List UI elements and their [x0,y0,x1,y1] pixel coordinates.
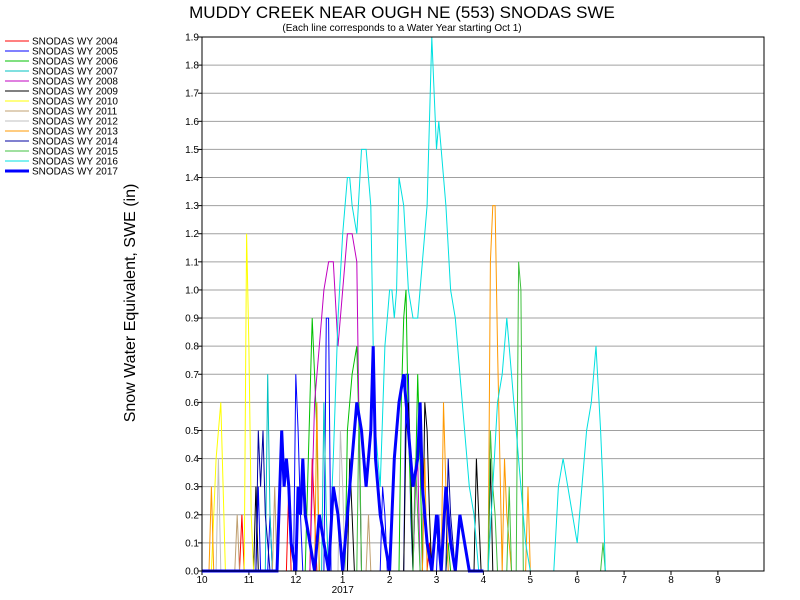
legend-label: SNODAS WY 2005 [32,47,118,58]
y-tick-label: 0.4 [185,454,199,465]
y-tick-labels: 0.0 0.1 0.2 0.3 0.4 0.5 0.6 0.7 0.8 0.9 1.0 1.1 1.2 1… [185,33,202,578]
series-line-snodas-wy-2014 [202,430,484,572]
y-tick-label: 1.1 [185,257,199,268]
legend-label: SNODAS WY 2008 [32,77,118,88]
y-tick-label: 1.5 [185,145,199,156]
legend-label: SNODAS WY 2010 [32,97,118,108]
x-year-label: 2017 [332,585,355,596]
legend-label: SNODAS WY 2017 [32,167,118,178]
y-tick-label: 0.9 [185,314,199,325]
grid-lines [202,36,764,544]
x-tick-label: 10 [196,575,208,586]
series-line-snodas-wy-2016 [202,36,625,572]
x-tick-label: 6 [574,575,580,586]
plot-frame [201,36,765,572]
y-tick-label: 0.3 [185,482,199,493]
y-tick-label: 0.6 [185,398,199,409]
x-tick-label: 5 [528,575,534,586]
y-tick-label: 1.7 [185,89,199,100]
x-tick-label: 2 [387,575,393,586]
legend-label: SNODAS WY 2004 [32,37,118,48]
legend-label: SNODAS WY 2009 [32,87,118,98]
y-tick-label: 1.3 [185,201,199,212]
x-tick-label: 9 [715,575,721,586]
series-line-snodas-wy-2017 [202,346,484,573]
y-tick-label: 0.8 [185,342,199,353]
legend-label: SNODAS WY 2014 [32,137,118,148]
y-tick-label: 1.6 [185,117,199,128]
y-tick-label: 1.2 [185,229,199,240]
legend-label: SNODAS WY 2015 [32,147,118,158]
series-lines [202,36,625,573]
x-tick-label: 4 [481,575,487,586]
legend-label: SNODAS WY 2006 [32,57,118,68]
y-tick-label: 1.9 [185,33,199,44]
y-tick-label: 0.2 [185,510,199,521]
x-tick-label: 8 [668,575,674,586]
y-tick-label: 0.1 [185,538,199,549]
y-tick-label: 1.4 [185,173,199,184]
series-line-snodas-wy-2011 [202,486,484,572]
x-tick-label: 11 [244,575,255,586]
y-tick-label: 0.5 [185,426,199,437]
legend-label: SNODAS WY 2012 [32,117,118,128]
x-tick-label: 3 [434,575,440,586]
x-tick-label: 1 [340,575,346,586]
y-tick-label: 1.8 [185,61,199,72]
y-tick-label: 0.0 [185,567,199,578]
series-line-snodas-wy-2015 [202,261,625,572]
x-tick-labels: 10 11 12 1 2 3 4 5 6 7 8 9 [196,571,721,586]
x-tick-label: 7 [621,575,627,586]
chart-subtitle: (Each line corresponds to a Water Year s… [282,23,521,34]
y-axis-label: Snow Water Equivalent, SWE (in) [122,184,139,423]
x-tick-label: 12 [290,575,302,586]
legend-label: SNODAS WY 2011 [32,107,118,118]
y-tick-label: 0.7 [185,370,199,381]
y-tick-label: 1.0 [185,285,199,296]
series-line-snodas-wy-2008 [202,233,484,572]
legend-label: SNODAS WY 2016 [32,157,118,168]
legend-label: SNODAS WY 2013 [32,127,118,138]
legend-label: SNODAS WY 2007 [32,67,118,78]
chart-title: MUDDY CREEK NEAR OUGH NE (553) SNODAS SW… [189,3,615,22]
